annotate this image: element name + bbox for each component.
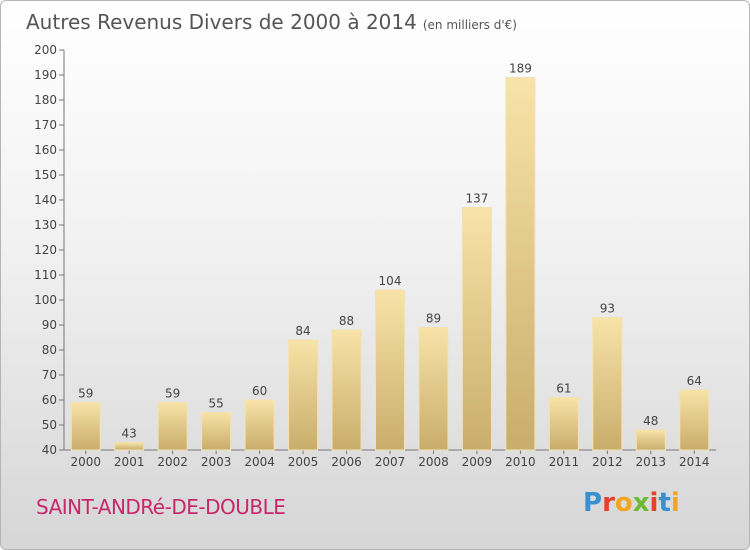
x-tick-label: 2012 [592,455,623,469]
data-label: 59 [78,387,93,401]
data-label: 61 [556,382,571,396]
data-label: 89 [426,312,441,326]
bar [461,207,492,451]
y-tick-label: 130 [34,218,57,232]
proxiti-logo[interactable]: Proxiti [583,488,680,518]
y-tick-label: 200 [34,43,57,57]
y-tick-label: 140 [34,193,57,207]
data-label: 43 [122,427,137,441]
x-tick-label: 2001 [114,455,145,469]
x-tick-label: 2013 [636,455,667,469]
logo-letter: x [632,488,650,518]
x-tick-label: 2005 [288,455,319,469]
logo-letter: i [670,488,680,518]
data-label: 84 [295,324,310,338]
x-tick-label: 2000 [70,455,101,469]
bar [331,329,362,451]
data-label: 64 [687,374,702,388]
town-name: SAINT-ANDRé-DE-DOUBLE [36,495,286,519]
y-tick-label: 40 [42,443,57,457]
bar [505,77,536,451]
bar [418,327,449,451]
bar [375,289,405,451]
logo-letter: P [583,488,603,518]
bar [114,442,145,451]
y-tick-label: 50 [42,418,57,432]
chart-title-text: Autres Revenus Divers de 2000 à 2014 [26,10,417,34]
logo-letter: t [658,488,671,518]
x-tick-label: 2010 [505,455,536,469]
bar [679,389,710,451]
data-label: 55 [208,397,223,411]
bar [635,429,666,451]
y-tick-label: 190 [34,68,57,82]
bar [288,339,319,451]
x-tick-label: 2007 [375,455,406,469]
x-tick-label: 2008 [418,455,449,469]
data-label: 60 [252,384,267,398]
x-tick-label: 2011 [549,455,580,469]
chart-title: Autres Revenus Divers de 2000 à 2014 (en … [26,10,517,34]
data-label: 59 [165,387,180,401]
y-tick-label: 170 [34,118,57,132]
bar [70,402,101,451]
y-tick-label: 110 [34,268,57,282]
bar [201,412,232,451]
x-tick-label: 2014 [679,455,710,469]
y-tick-label: 90 [42,318,57,332]
data-label: 48 [643,414,658,428]
bars: 59 43 59 55 60 84 88 104 89 137 189 61 93 48 64 [70,62,710,451]
data-label: 104 [379,274,402,288]
logo-letter: i [649,488,659,518]
x-tick-label: 2004 [244,455,275,469]
y-tick-label: 150 [34,168,57,182]
y-tick-label: 80 [42,343,57,357]
x-tick-label: 2002 [157,455,188,469]
data-label: 93 [600,302,615,316]
bar [548,397,579,451]
y-tick-label: 100 [34,293,57,307]
y-tick-label: 70 [42,368,57,382]
bar [157,402,188,451]
data-label: 137 [465,192,488,206]
x-tick-label: 2003 [201,455,232,469]
x-tick-label: 2006 [331,455,362,469]
bar [244,399,275,451]
x-tick-label: 2009 [462,455,493,469]
data-label: 88 [339,314,354,328]
chart-subtitle: (en milliers d'€) [422,18,517,32]
y-tick-label: 60 [42,393,57,407]
y-tick-label: 120 [34,243,57,257]
y-tick-label: 180 [34,93,57,107]
y-tick-label: 160 [34,143,57,157]
data-label: 189 [509,62,532,76]
bar [592,317,623,451]
logo-letter: r [602,488,615,518]
logo-letter: o [614,488,633,518]
